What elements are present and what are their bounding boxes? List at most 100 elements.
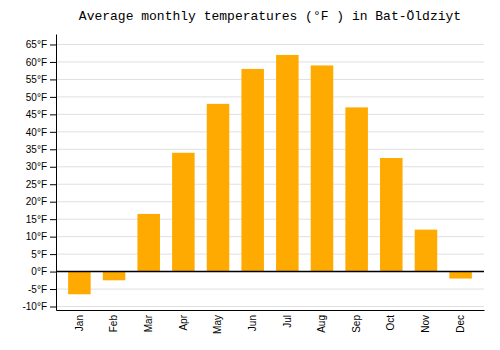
y-tick-mark	[50, 202, 56, 203]
bar	[276, 55, 299, 272]
y-axis-line	[56, 35, 57, 311]
grid-line	[56, 114, 484, 115]
y-tick-label: 45°F	[26, 109, 47, 120]
y-tick-label: 65°F	[26, 39, 47, 50]
x-tick: Dec	[455, 315, 466, 333]
y-tick-label: 60°F	[26, 57, 47, 68]
y-tick-mark	[50, 307, 56, 308]
bars	[68, 55, 472, 294]
grid-line	[56, 201, 484, 202]
grid-line	[56, 61, 484, 62]
y-tick: 35°F	[26, 144, 56, 155]
grid-line	[56, 306, 484, 307]
x-tick: May	[212, 315, 223, 334]
y-tick-mark	[50, 167, 56, 168]
y-tick: 55°F	[26, 74, 56, 85]
y-tick-mark	[50, 289, 56, 290]
grid	[56, 44, 484, 306]
bar	[68, 272, 91, 295]
y-tick: 10°F	[26, 231, 56, 242]
y-tick: 60°F	[26, 57, 56, 68]
grid-line	[56, 44, 484, 45]
x-tick-label: Oct	[385, 315, 396, 331]
y-tick: 30°F	[26, 161, 56, 172]
y-tick: 40°F	[26, 127, 56, 138]
y-tick: 25°F	[26, 179, 56, 190]
grid-line	[56, 271, 484, 272]
y-tick-label: 55°F	[26, 74, 47, 85]
y-tick-label: 20°F	[26, 196, 47, 207]
y-tick: -10°F	[22, 301, 56, 312]
y-axis: -10°F -5°F 0°F 5°F 10°F 15°F 20°F 25°F 30°F 35°F 4…	[22, 35, 56, 313]
y-tick-label: -5°F	[28, 284, 47, 295]
x-tick-label: Aug	[316, 315, 327, 333]
bar	[311, 65, 334, 271]
grid-line	[56, 184, 484, 185]
x-tick-label: Feb	[108, 315, 119, 333]
x-tick: Mar	[143, 314, 154, 332]
y-tick-label: 25°F	[26, 179, 47, 190]
y-tick-label: 0°F	[31, 266, 47, 277]
y-tick-mark	[50, 184, 56, 185]
y-tick: 15°F	[26, 214, 56, 225]
bar	[241, 69, 264, 272]
bar	[207, 104, 230, 272]
x-tick-label: Sep	[351, 315, 362, 333]
x-tick-label: Jan	[74, 315, 85, 331]
bar	[103, 272, 126, 281]
grid-line	[56, 166, 484, 167]
x-axis-line	[57, 310, 485, 311]
y-tick: 50°F	[26, 92, 56, 103]
y-tick-mark	[50, 272, 56, 273]
y-tick-mark	[50, 149, 56, 150]
y-tick-mark	[50, 79, 56, 80]
y-tick-mark	[50, 132, 56, 133]
y-tick-mark	[50, 114, 56, 115]
y-tick-label: 30°F	[26, 161, 47, 172]
x-tick: Aug	[316, 315, 327, 333]
y-tick-label: 35°F	[26, 144, 47, 155]
x-tick: Feb	[108, 315, 119, 333]
chart: Average monthly temperatures (°F ) in Ba…	[0, 0, 500, 350]
x-tick-label: Jun	[247, 315, 258, 331]
y-tick-label: 15°F	[26, 214, 47, 225]
y-tick: -5°F	[28, 284, 56, 295]
y-tick-mark	[50, 254, 56, 255]
y-tick-mark	[50, 219, 56, 220]
bar	[415, 230, 438, 272]
bar	[345, 107, 368, 271]
grid-line	[56, 79, 484, 80]
bar	[449, 272, 472, 279]
x-tick-label: Apr	[178, 314, 189, 330]
grid-line	[56, 219, 484, 220]
x-tick: Sep	[351, 315, 362, 333]
y-tick: 0°F	[31, 266, 56, 277]
y-tick: 45°F	[26, 109, 56, 120]
y-tick-mark	[50, 97, 56, 98]
x-tick-label: Jul	[282, 315, 293, 328]
x-tick-label: Mar	[143, 314, 154, 332]
x-tick: Oct	[385, 315, 396, 331]
y-tick: 20°F	[26, 196, 56, 207]
bar	[172, 153, 195, 272]
x-tick-label: May	[212, 315, 223, 334]
bar	[380, 158, 403, 272]
x-axis: Jan Feb Mar Apr May Jun Jul Aug Sep Oct Nov Dec	[57, 311, 485, 334]
x-tick: Jul	[282, 315, 293, 328]
zero-line	[56, 271, 484, 273]
grid-line	[56, 289, 484, 290]
x-tick: Jun	[247, 315, 258, 331]
bar	[137, 214, 160, 272]
y-tick-mark	[50, 237, 56, 238]
grid-line	[56, 149, 484, 150]
y-tick: 5°F	[31, 249, 56, 260]
y-tick-mark	[50, 44, 56, 45]
y-tick-label: 10°F	[26, 231, 47, 242]
y-tick-label: 5°F	[31, 249, 47, 260]
x-tick: Jan	[74, 315, 85, 331]
y-tick-label: -10°F	[22, 301, 47, 312]
grid-line	[56, 96, 484, 97]
title: Average monthly temperatures (°F ) in Ba…	[79, 9, 461, 24]
x-tick: Nov	[420, 315, 431, 333]
y-tick: 65°F	[26, 39, 56, 50]
